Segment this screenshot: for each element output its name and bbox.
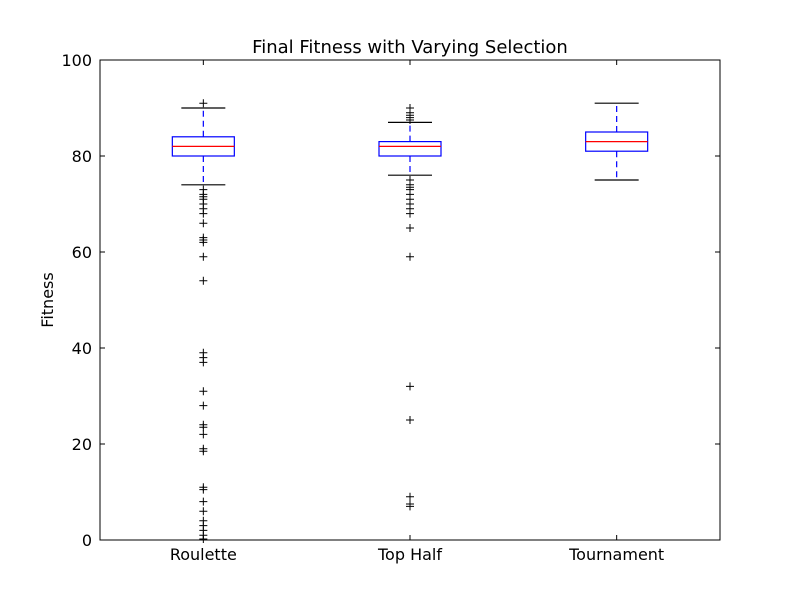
outlier-point: [406, 492, 414, 501]
plot-area: 0 20 40 60 80 100 Roulette Top Half Tournament: [61, 51, 721, 564]
outlier-point: [199, 358, 208, 367]
outlier-point: [199, 401, 208, 410]
box: [378, 141, 442, 157]
outlier-point: [406, 502, 414, 511]
outlier-point: [406, 116, 414, 124]
y-tick-label: 80: [72, 147, 92, 166]
outlier-point: [199, 252, 208, 261]
y-tick-label: 40: [72, 339, 92, 358]
outlier-point: [406, 416, 414, 424]
x-tick-label: Roulette: [170, 545, 237, 564]
y-tick-label: 60: [72, 243, 92, 262]
y-tick-label: 20: [72, 435, 92, 454]
outlier-point: [199, 209, 208, 218]
outlier-point: [406, 224, 414, 232]
outlier-point: [199, 497, 208, 506]
outlier-point: [199, 238, 208, 247]
outlier-point: [199, 430, 208, 439]
y-tick-label: 100: [61, 51, 92, 70]
outlier-point: [406, 252, 414, 261]
outlier-point: [199, 387, 208, 396]
x-tick-label: Tournament: [568, 545, 664, 564]
outlier-point: [406, 382, 414, 391]
outlier-point: [406, 209, 414, 218]
outlier-point: [199, 99, 208, 108]
y-tick-label: 0: [82, 531, 92, 550]
outlier-point: [199, 535, 208, 544]
outlier-point: [199, 219, 208, 228]
x-tick-label: Top Half: [377, 545, 442, 564]
y-axis-label: Fitness: [38, 272, 57, 327]
chart-title: Final Fitness with Varying Selection: [252, 37, 568, 58]
outlier-point: [199, 276, 208, 285]
outlier-point: [199, 507, 208, 516]
outlier-point: [199, 447, 208, 456]
outlier-point: [199, 423, 208, 432]
outlier-point: [199, 485, 208, 494]
